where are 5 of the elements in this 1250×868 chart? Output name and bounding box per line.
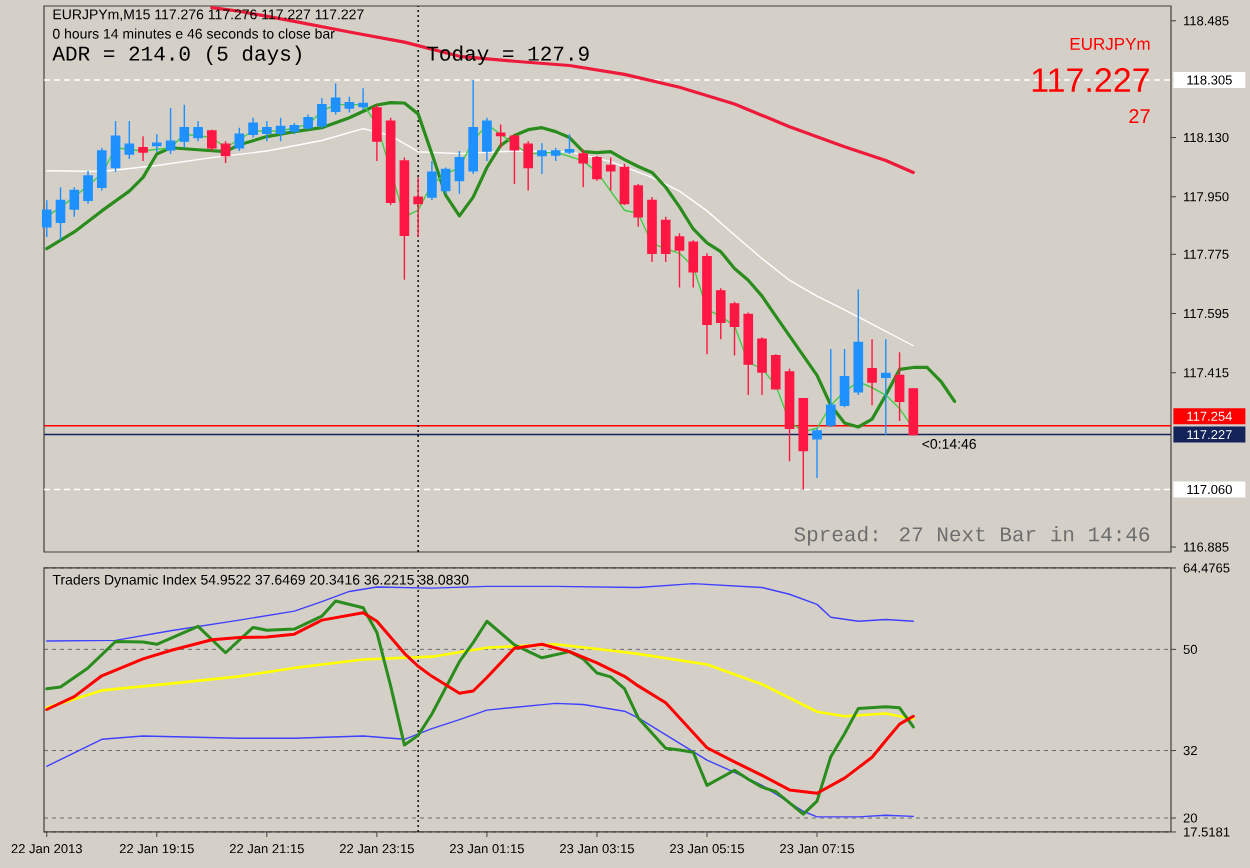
annotation: ADR = 214.0 (5 days) — [52, 45, 301, 65]
annotation: Spread: 27 Next Bar in 14:46 — [794, 526, 1150, 546]
annotation: 27 — [1129, 109, 1150, 123]
annotation: 117.227 — [1032, 68, 1149, 92]
annotation: EURJPYm — [1070, 38, 1150, 50]
